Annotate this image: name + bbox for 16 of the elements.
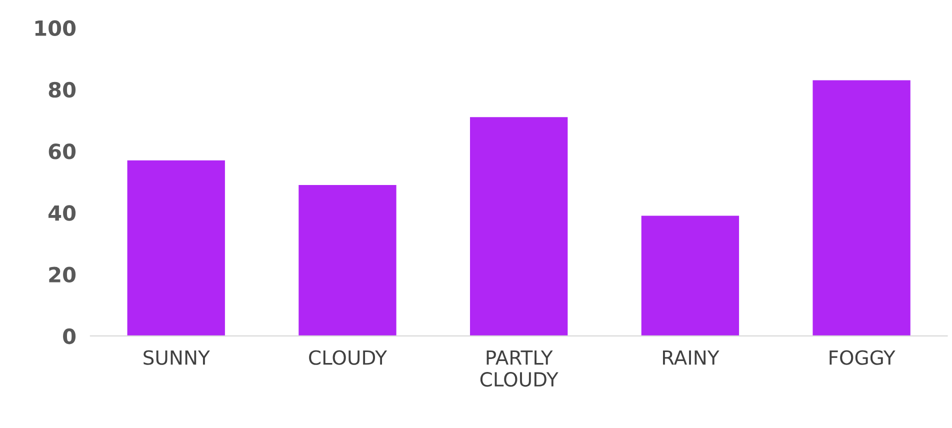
y-tick-label: 40 — [48, 205, 76, 221]
bar — [298, 184, 396, 336]
x-tick-label: CLOUDY — [309, 350, 388, 365]
y-tick-label: 60 — [48, 144, 76, 160]
bar — [641, 216, 740, 336]
y-tick-label: 100 — [35, 20, 76, 36]
bar — [812, 80, 910, 336]
y-tick-label: 20 — [49, 266, 76, 283]
y-tick-label: 80 — [48, 82, 76, 98]
x-tick-label: RAINY — [663, 350, 720, 365]
bar — [127, 160, 225, 336]
x-tick-label: SUNNY — [144, 350, 210, 365]
x-tick-label: FOGGY — [830, 350, 896, 365]
x-tick-label: PARTLY CLOUDY — [480, 350, 558, 387]
bar — [470, 117, 568, 336]
y-tick-label: 0 — [63, 328, 76, 344]
